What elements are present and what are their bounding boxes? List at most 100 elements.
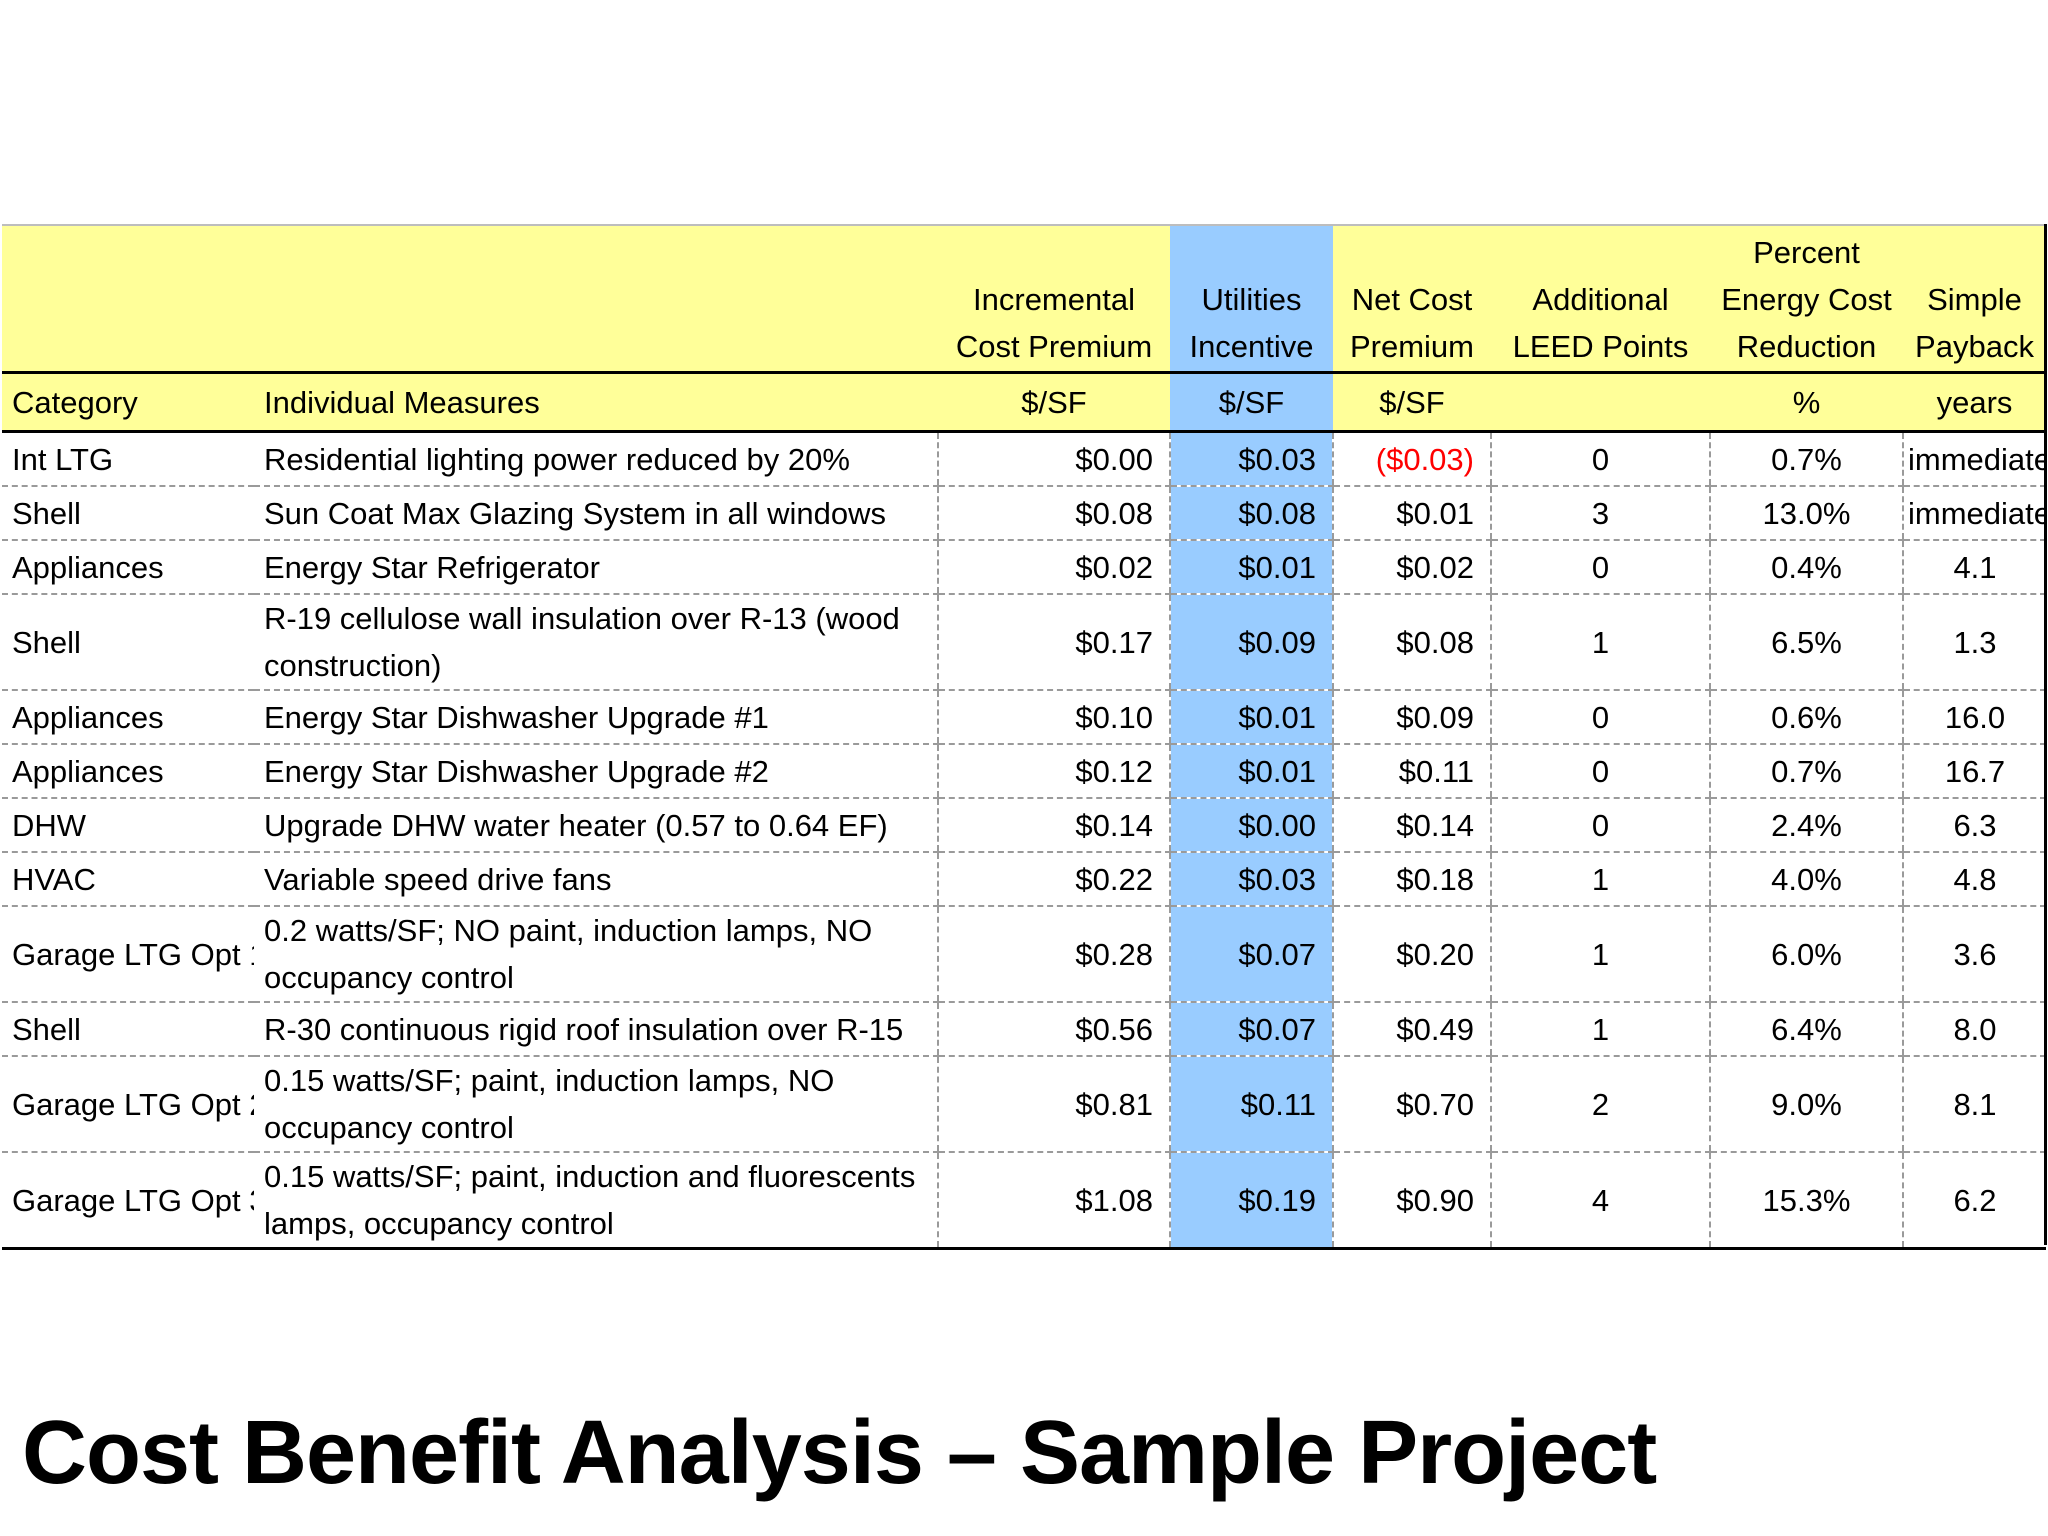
cell-category: Garage LTG Opt 2	[2, 1056, 254, 1153]
header-payback-line2: Payback	[1915, 329, 2034, 364]
cell-leed: 2	[1490, 1056, 1710, 1153]
unit-utilities: $/SF	[1170, 371, 1333, 433]
cell-measure: 0.15 watts/SF; paint, induction lamps, N…	[254, 1056, 938, 1153]
cell-net: $0.02	[1332, 540, 1491, 595]
cell-category: Int LTG	[2, 431, 254, 487]
cell-net: $0.09	[1332, 690, 1491, 745]
cell-incremental: $0.22	[937, 852, 1170, 907]
cell-measure: Energy Star Dishwasher Upgrade #1	[254, 690, 938, 745]
cell-net: $0.90	[1332, 1152, 1491, 1250]
unit-payback: years	[1903, 371, 2046, 433]
cell-percent: 6.5%	[1709, 594, 1903, 691]
cell-utilities: $0.03	[1169, 852, 1333, 907]
cell-incremental: $0.10	[937, 690, 1170, 745]
header-blank-measures	[254, 225, 938, 373]
cell-payback: immediate	[1902, 431, 2046, 487]
cell-percent: 0.6%	[1709, 690, 1903, 745]
cell-utilities: $0.11	[1169, 1056, 1333, 1153]
cell-payback: 8.1	[1902, 1056, 2046, 1153]
table-right-border	[2044, 224, 2047, 1245]
unit-leed	[1491, 371, 1710, 433]
cell-leed: 1	[1490, 852, 1710, 907]
cell-utilities: $0.07	[1169, 906, 1333, 1003]
header-blank-category	[2, 225, 254, 373]
cell-net: $0.49	[1332, 1002, 1491, 1057]
cell-percent: 0.4%	[1709, 540, 1903, 595]
cell-leed: 4	[1490, 1152, 1710, 1250]
cell-net: $0.01	[1332, 486, 1491, 541]
cell-utilities: $0.01	[1169, 744, 1333, 799]
cell-net: ($0.03)	[1332, 431, 1491, 487]
table-row: Garage LTG Opt 2 0.15 watts/SF; paint, in…	[2, 1056, 2046, 1153]
header-incremental-line1: Incremental	[973, 282, 1135, 317]
cell-category: Garage LTG Opt 3	[2, 1152, 254, 1250]
cell-category: Garage LTG Opt 1	[2, 906, 254, 1003]
cell-incremental: $0.08	[937, 486, 1170, 541]
cell-leed: 0	[1490, 431, 1710, 487]
cell-net: $0.14	[1332, 798, 1491, 853]
table-row: Garage LTG Opt 3 0.15 watts/SF; paint, in…	[2, 1152, 2046, 1250]
header-utilities-line1: Utilities	[1201, 282, 1302, 317]
cell-incremental: $0.28	[937, 906, 1170, 1003]
cell-payback: 8.0	[1902, 1002, 2046, 1057]
header-utilities-line2: Incentive	[1189, 329, 1314, 364]
cell-percent: 9.0%	[1709, 1056, 1903, 1153]
header-net: Net Cost Premium	[1333, 225, 1491, 373]
cell-incremental: $0.02	[937, 540, 1170, 595]
cell-payback: 16.0	[1902, 690, 2046, 745]
table-row: Shell R-30 continuous rigid roof insulati…	[2, 1002, 2046, 1057]
cell-net: $0.18	[1332, 852, 1491, 907]
table-row: HVAC Variable speed drive fans $0.22 $0.03 $…	[2, 852, 2046, 907]
table-row: Shell R-19 cellulose wall insulation over…	[2, 594, 2046, 691]
cell-payback: 4.8	[1902, 852, 2046, 907]
cell-incremental: $0.00	[937, 431, 1170, 487]
cost-benefit-table: Incremental Cost Premium Utilities Incen…	[2, 224, 2046, 1250]
cell-leed: 1	[1490, 906, 1710, 1003]
cell-incremental: $0.81	[937, 1056, 1170, 1153]
cell-payback: 1.3	[1902, 594, 2046, 691]
page-title: Cost Benefit Analysis – Sample Project	[22, 1403, 1657, 1503]
header-leed-line2: LEED Points	[1512, 329, 1689, 364]
header-percent-line3: Reduction	[1736, 329, 1877, 364]
cell-leed: 0	[1490, 798, 1710, 853]
cell-measure: 0.15 watts/SF; paint, induction and fluo…	[254, 1152, 938, 1250]
unit-percent: %	[1710, 371, 1903, 433]
cell-incremental: $0.14	[937, 798, 1170, 853]
cell-measure: Energy Star Refrigerator	[254, 540, 938, 595]
header-net-line2: Premium	[1349, 329, 1474, 364]
cell-utilities: $0.09	[1169, 594, 1333, 691]
header-row-titles: Incremental Cost Premium Utilities Incen…	[2, 225, 2046, 373]
cell-measure: Variable speed drive fans	[254, 852, 938, 907]
table-row: Appliances Energy Star Dishwasher Upgrade…	[2, 744, 2046, 799]
cell-net: $0.20	[1332, 906, 1491, 1003]
header-payback: Simple Payback	[1903, 225, 2046, 373]
header-leed: Additional LEED Points	[1491, 225, 1710, 373]
cell-leed: 1	[1490, 594, 1710, 691]
cell-percent: 0.7%	[1709, 744, 1903, 799]
cell-net: $0.08	[1332, 594, 1491, 691]
unit-incremental: $/SF	[938, 371, 1170, 433]
cell-incremental: $0.12	[937, 744, 1170, 799]
cell-payback: 4.1	[1902, 540, 2046, 595]
cell-leed: 3	[1490, 486, 1710, 541]
cell-measure: Residential lighting power reduced by 20…	[254, 431, 938, 487]
cell-leed: 0	[1490, 690, 1710, 745]
cell-utilities: $0.03	[1169, 431, 1333, 487]
cell-percent: 6.4%	[1709, 1002, 1903, 1057]
cell-percent: 4.0%	[1709, 852, 1903, 907]
header-percent-line1: Percent	[1753, 235, 1860, 270]
cell-payback: 6.2	[1902, 1152, 2046, 1250]
cell-category: Appliances	[2, 744, 254, 799]
cell-incremental: $0.17	[937, 594, 1170, 691]
cell-measure: R-19 cellulose wall insulation over R-13…	[254, 594, 938, 691]
header-incremental-line2: Cost Premium	[955, 329, 1153, 364]
table-row: DHW Upgrade DHW water heater (0.57 to 0.6…	[2, 798, 2046, 853]
cell-category: DHW	[2, 798, 254, 853]
cell-percent: 13.0%	[1709, 486, 1903, 541]
cell-measure: Upgrade DHW water heater (0.57 to 0.64 E…	[254, 798, 938, 853]
cell-category: Appliances	[2, 540, 254, 595]
cell-leed: 0	[1490, 540, 1710, 595]
cell-utilities: $0.01	[1169, 540, 1333, 595]
cell-utilities: $0.19	[1169, 1152, 1333, 1250]
header-row-units: Category Individual Measures $/SF $/SF $…	[2, 371, 2046, 433]
